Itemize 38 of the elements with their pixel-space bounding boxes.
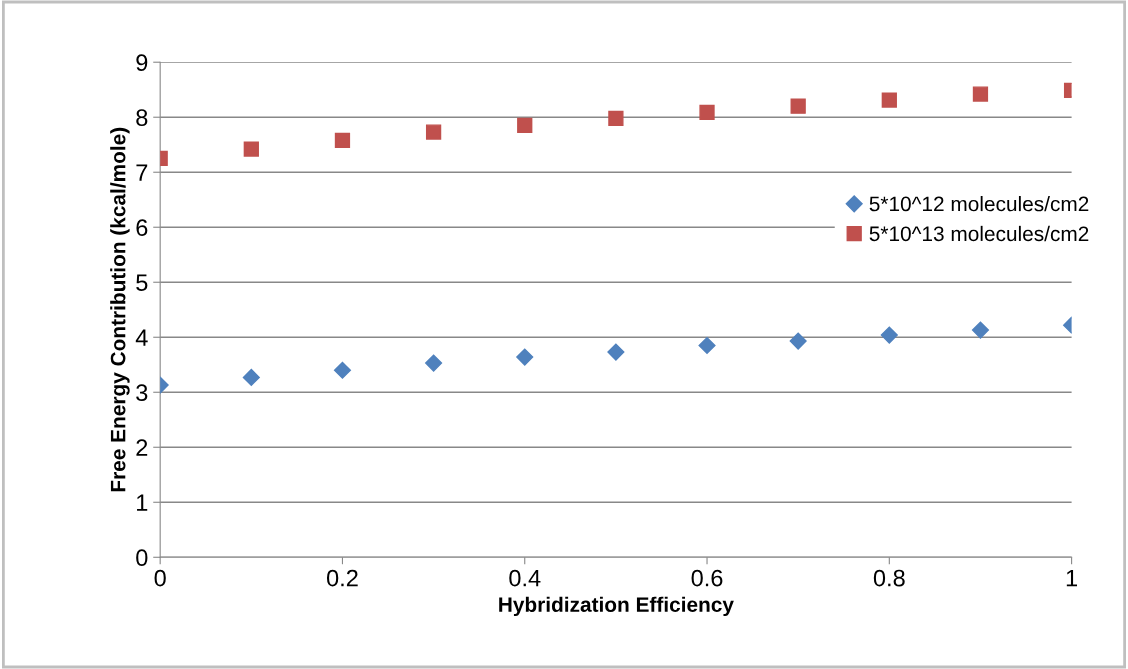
- x-axis-title: Hybridization Efficiency: [499, 596, 734, 617]
- point: [607, 343, 625, 361]
- x-tick-label: 0: [154, 569, 166, 587]
- y-tick-label: 3: [136, 384, 148, 402]
- point: [698, 336, 716, 355]
- point: [242, 368, 260, 386]
- legend-label: 5*10^13 molecules/cm2: [869, 225, 1089, 242]
- point: [425, 124, 442, 140]
- point: [243, 141, 259, 157]
- x-tick-label: 0.6: [691, 569, 723, 587]
- y-tick-label: 4: [135, 329, 148, 346]
- legend-label: 5*10^12 molecules/cm2: [869, 196, 1089, 212]
- point: [608, 110, 624, 126]
- point: [881, 92, 897, 108]
- point: [517, 117, 533, 134]
- x-tick-label: 0.2: [326, 569, 358, 587]
- point: [880, 326, 898, 344]
- y-tick-label: 0: [136, 549, 148, 567]
- point: [971, 321, 990, 339]
- point: [334, 132, 351, 148]
- point: [789, 332, 807, 350]
- y-tick-label: 6: [136, 219, 148, 237]
- point: [333, 361, 352, 379]
- y-tick-label: 2: [136, 439, 148, 456]
- point: [972, 86, 989, 102]
- point: [790, 98, 806, 114]
- point: [516, 348, 534, 366]
- y-tick-label: 9: [136, 54, 148, 71]
- y-tick-label: 5: [136, 274, 148, 292]
- y-axis-title: Free Energy Contribution (kcal/mole): [110, 127, 130, 492]
- x-tick-label: 1: [1066, 569, 1078, 587]
- point: [425, 354, 443, 372]
- x-tick-label: 0.8: [873, 569, 905, 587]
- y-tick-label: 1: [137, 494, 148, 511]
- y-tick-label: 8: [136, 109, 148, 127]
- point: [699, 104, 715, 120]
- y-tick-label: 7: [136, 164, 148, 181]
- x-tick-label: 0.4: [509, 569, 541, 587]
